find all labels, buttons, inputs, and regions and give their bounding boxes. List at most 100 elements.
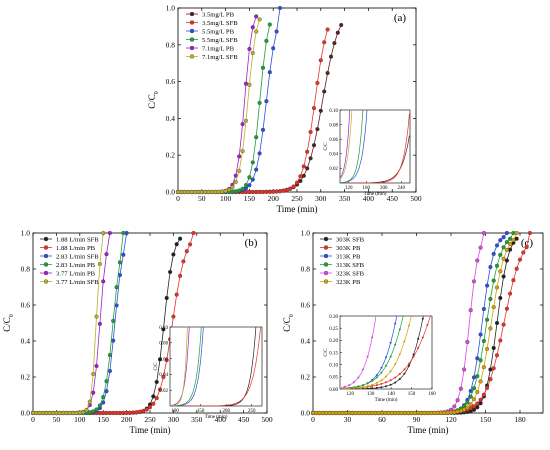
- x-tick-label: 0: [311, 415, 315, 424]
- inset-data-point: [417, 337, 420, 340]
- data-point: [97, 261, 102, 267]
- inset-data-point: [357, 376, 360, 379]
- data-point: [144, 407, 149, 412]
- inset-x-tick-label: 140: [387, 392, 395, 397]
- data-point: [504, 247, 509, 253]
- data-point: [501, 274, 506, 279]
- data-point: [452, 404, 457, 409]
- data-point: [481, 306, 486, 312]
- data-point: [504, 240, 509, 245]
- legend-marker: [323, 262, 329, 267]
- data-point: [485, 283, 490, 288]
- data-point: [233, 179, 238, 184]
- inset-data-point: [385, 385, 387, 388]
- inset-data-point: [394, 343, 397, 346]
- legend-marker: [189, 37, 195, 42]
- data-point: [216, 189, 221, 194]
- inset-data-point: [431, 300, 433, 302]
- data-point: [257, 100, 262, 105]
- data-point: [91, 409, 96, 414]
- series-5: [30, 230, 106, 416]
- legend-label: 303K PB: [336, 245, 361, 252]
- inset-data-point: [366, 385, 369, 388]
- data-point: [114, 285, 119, 290]
- data-point: [498, 338, 503, 343]
- legend-label: 323K SFB: [336, 270, 365, 277]
- inset: 100 150 200 250 0.02 0.04 0.06 0.08 0.10 Time (mi…: [154, 326, 263, 420]
- inset-data-point: [385, 375, 387, 378]
- data-point: [281, 188, 286, 193]
- data-point: [475, 389, 480, 395]
- data-point: [174, 242, 179, 247]
- data-point: [247, 175, 252, 180]
- inset-data-point: [348, 387, 351, 389]
- inset-data-point: [412, 355, 415, 358]
- legend-marker: [43, 245, 49, 250]
- x-tick-label: 200: [268, 194, 280, 203]
- data-point: [250, 177, 255, 182]
- inset-data-point: [408, 364, 410, 367]
- y-axis-label: C/C0: [147, 91, 160, 109]
- legend-label: 313K SFB: [336, 262, 365, 269]
- inset-series-line: [170, 327, 257, 406]
- inset-data-point: [426, 324, 429, 326]
- data-point: [318, 108, 323, 113]
- data-point: [488, 377, 493, 382]
- data-point: [481, 230, 486, 236]
- data-point: [111, 410, 116, 416]
- data-point: [498, 269, 503, 274]
- data-point: [264, 38, 269, 43]
- data-point: [264, 189, 269, 194]
- data-point: [517, 257, 523, 262]
- data-point: [481, 338, 486, 344]
- data-point: [501, 235, 506, 240]
- inset-data-point: [375, 386, 378, 389]
- data-point: [468, 394, 473, 399]
- inset-x-tick-label: 240: [398, 186, 406, 191]
- data-point: [104, 252, 109, 257]
- inset-series-line: [170, 327, 261, 406]
- y-tick-label: 0.0: [166, 188, 176, 197]
- data-point: [465, 405, 470, 410]
- inset-series-line: [340, 110, 368, 183]
- data-point: [151, 401, 156, 406]
- panel-label: (a): [394, 12, 407, 24]
- data-point: [151, 394, 156, 399]
- inset-series-line: [340, 110, 353, 180]
- inset-data-point: [380, 366, 383, 369]
- data-point: [101, 279, 106, 284]
- inset-data-point: [380, 379, 383, 382]
- data-point: [481, 392, 486, 397]
- x-tick-label: 180: [514, 415, 526, 424]
- x-tick-label: 150: [98, 415, 110, 424]
- y-tick-label: 0.8: [21, 265, 31, 274]
- inset-data-point: [426, 300, 428, 302]
- data-point: [104, 389, 109, 394]
- data-point: [527, 230, 532, 236]
- legend-label: 2.83 L/min PB: [56, 262, 96, 269]
- y-tick-label: 0.8: [301, 265, 311, 274]
- inset-data-point: [399, 300, 401, 302]
- data-point: [315, 80, 320, 86]
- data-point: [339, 22, 344, 28]
- legend-label: 3.5mg/L PB: [202, 11, 235, 18]
- inset-y-axis-label: C/C: [154, 362, 159, 371]
- data-point: [186, 189, 191, 195]
- data-point: [191, 230, 196, 236]
- data-point: [223, 188, 228, 194]
- inset-data-point: [398, 353, 401, 356]
- data-point: [97, 403, 102, 408]
- inset-data-point: [376, 310, 378, 312]
- legend-marker: [43, 279, 49, 284]
- inset-y-tick-label: 0.20: [329, 339, 338, 344]
- inset-data-point: [366, 382, 369, 385]
- data-point: [243, 118, 249, 123]
- y-tick-label: 0.6: [21, 301, 31, 310]
- data-point: [94, 314, 99, 319]
- data-point: [254, 29, 259, 34]
- inset-data-point: [398, 372, 401, 375]
- inset-data-point: [422, 300, 424, 302]
- data-point: [243, 81, 249, 86]
- panel-c: 0 30 60 90 120 150 180 0.0 0.2 0.4 0.6 0.8 1.0 Time (…: [282, 229, 544, 435]
- data-point: [233, 189, 238, 194]
